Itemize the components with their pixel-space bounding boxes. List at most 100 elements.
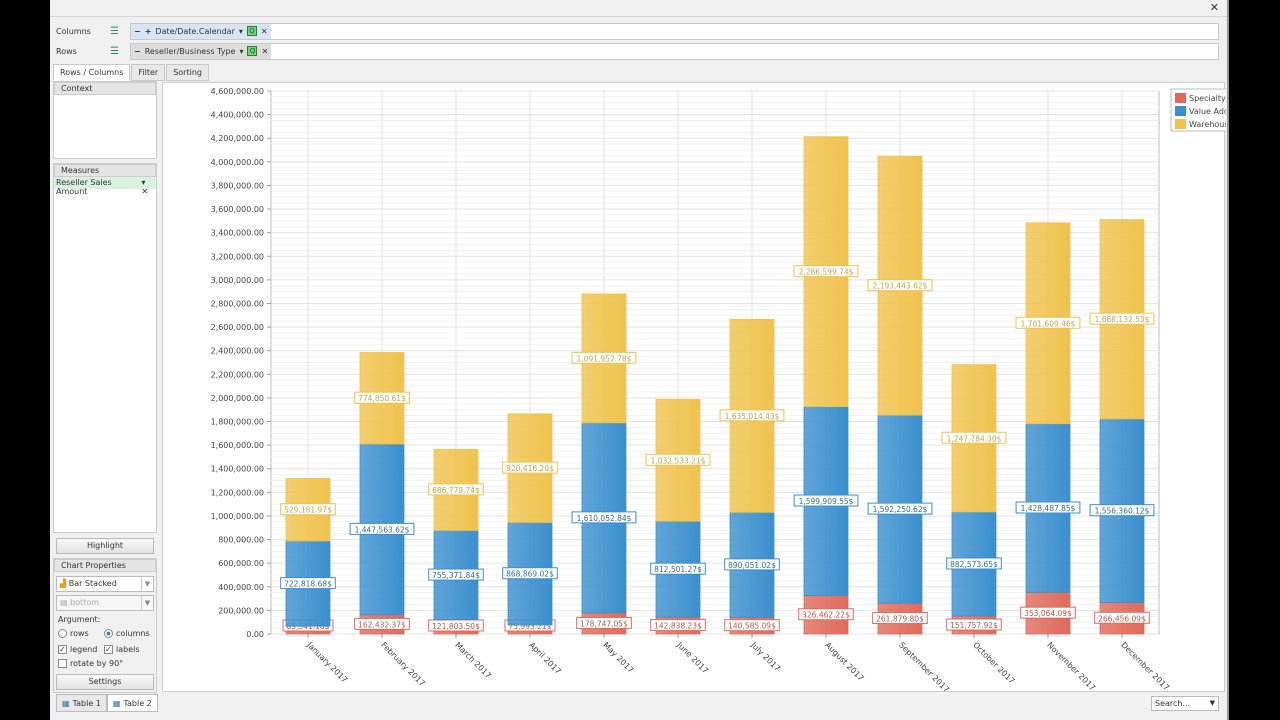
x-tick-label: November 2017 [1045, 640, 1097, 692]
data-label-box [650, 562, 706, 575]
stacked-bar-chart: 0.00 200,000.00 400,000.00 600,000.00 800,00… [211, 87, 1275, 694]
bottom-tabs: ▦ Table 1 ▦ Table 2 [56, 694, 158, 712]
legend-swatch [1175, 93, 1186, 103]
chart-properties-header: Chart Properties [54, 559, 156, 572]
checkmark-icon[interactable]: ✓ [58, 645, 67, 654]
labels-checkbox[interactable]: ✓ labels [104, 645, 140, 654]
data-label-box [724, 619, 780, 632]
collapse-icon[interactable]: − [134, 26, 141, 36]
data-label: 178,747.05$ [580, 619, 628, 628]
chevron-down-icon[interactable]: ▼ [141, 577, 153, 591]
bar-chart-icon: ▟ [60, 579, 67, 588]
tab-filter[interactable]: Filter [131, 64, 166, 81]
title-bar: ✕ [50, 0, 1227, 17]
list-icon[interactable]: ☰ [110, 25, 119, 37]
search-input[interactable]: Search... ▼ [1151, 696, 1219, 711]
filter-icon[interactable]: Q [246, 26, 257, 36]
dropdown-icon[interactable]: ▾ [141, 178, 146, 187]
rows-radio[interactable]: rows [58, 629, 89, 638]
columns-dropzone[interactable]: − + Date/Date.Calendar ▾ Q ✕ [130, 22, 1219, 40]
data-label-box [719, 409, 785, 422]
checkbox-icon[interactable] [58, 659, 67, 668]
chart-area[interactable]: 0.00 200,000.00 400,000.00 600,000.00 800,00… [162, 82, 1275, 694]
expand-icon[interactable]: + [144, 26, 152, 36]
context-panel[interactable]: Context [53, 81, 157, 159]
data-label-box [571, 511, 637, 524]
data-label: 1,447,563.62$ [355, 525, 410, 534]
data-label: 151,757.92$ [950, 621, 998, 630]
table-icon: ▦ [112, 698, 121, 708]
data-label-box [1020, 606, 1076, 619]
y-tick-label: 200,000.00 [218, 606, 264, 615]
collapse-icon[interactable]: − [134, 46, 141, 56]
table-icon: ▦ [62, 698, 70, 708]
chevron-down-icon[interactable]: ▼ [141, 596, 153, 610]
checkmark-icon[interactable]: ✓ [104, 645, 113, 654]
data-label-box [724, 558, 780, 571]
measure-label: Reseller Sales Amount [56, 178, 112, 196]
legend-position-select[interactable]: ▤ bottom ▼ [56, 595, 154, 611]
rows-field-chip[interactable]: − Reseller/Business Type ▾ Q ✕ [131, 43, 272, 59]
y-tick-label: 2,400,000.00 [211, 347, 264, 356]
measure-chip[interactable]: Reseller Sales Amount ▾ ✕ [54, 177, 156, 196]
columns-row: Columns ☰ − + Date/Date.Calendar ▾ Q ✕ [52, 22, 1219, 40]
data-label: 755,371.84$ [432, 571, 480, 580]
data-label-box [946, 618, 1002, 631]
data-label: 868,869.02$ [506, 570, 554, 579]
rotate-checkbox[interactable]: rotate by 90° [58, 659, 123, 668]
rotate-checkbox-label: rotate by 90° [70, 659, 124, 668]
x-tick-label: August 2017 [823, 640, 865, 682]
data-label-box [1089, 312, 1155, 325]
columns-field-chip[interactable]: − + Date/Date.Calendar ▾ Q ✕ [131, 23, 271, 39]
x-tick-label: July 2017 [748, 640, 781, 673]
y-tick-label: 3,000,000.00 [211, 276, 264, 285]
tab-table-1[interactable]: ▦ Table 1 [56, 694, 107, 712]
legend: Specialty Bike Shop Value Added Reseller W… [1170, 88, 1274, 132]
data-label: 326,462.22$ [802, 611, 850, 620]
data-label-box [1089, 504, 1155, 517]
tab-bar: Rows / Columns Filter Sorting [53, 64, 210, 81]
list-icon[interactable]: ☰ [110, 45, 119, 57]
data-label: 686,779.74$ [432, 486, 480, 495]
radio-icon[interactable] [58, 629, 67, 638]
columns-field-label: Date/Date.Calendar [155, 26, 235, 36]
data-label: 1,610,052.84$ [577, 514, 632, 523]
columns-radio[interactable]: columns [104, 629, 150, 638]
y-tick-label: 3,800,000.00 [211, 181, 264, 190]
labels-checkbox-label: labels [116, 645, 140, 654]
highlight-button[interactable]: Highlight [56, 538, 154, 554]
remove-icon[interactable]: ✕ [260, 26, 268, 36]
dropdown-icon[interactable]: ▾ [239, 46, 244, 56]
data-label: 774,850.61$ [358, 394, 406, 403]
chart-type-select[interactable]: ▟ Bar Stacked ▼ [56, 576, 154, 592]
legend-swatch [1175, 106, 1186, 116]
data-label: 1,688,132.53$ [1095, 315, 1150, 324]
tab-sorting[interactable]: Sorting [166, 64, 209, 81]
data-label-box [941, 431, 1007, 444]
chevron-down-icon[interactable]: ▼ [1209, 699, 1215, 707]
data-label: 1,635,014.43$ [725, 412, 780, 421]
data-label-box [1015, 501, 1081, 514]
argument-label: Argument: [58, 615, 101, 624]
x-tick-label: October 2017 [971, 640, 1016, 685]
x-tick-label: September 2017 [897, 640, 951, 693]
x-tick-label: June 2017 [674, 640, 710, 676]
remove-icon[interactable]: ✕ [261, 46, 269, 56]
radio-icon[interactable] [104, 629, 113, 638]
rows-dropzone[interactable]: − Reseller/Business Type ▾ Q ✕ [130, 42, 1219, 60]
chart-type-value: Bar Stacked [68, 579, 117, 588]
remove-icon[interactable]: ✕ [141, 187, 149, 196]
dropdown-icon[interactable]: ▾ [238, 26, 243, 36]
data-label: 266,456.09$ [1098, 614, 1146, 623]
data-label-box [645, 453, 711, 466]
tab-rows-columns[interactable]: Rows / Columns [53, 64, 131, 81]
data-label-box [428, 483, 484, 496]
settings-button[interactable]: Settings [56, 674, 154, 690]
legend-checkbox[interactable]: ✓ legend [58, 645, 97, 654]
rows-row: Rows ☰ − Reseller/Business Type ▾ Q ✕ [52, 42, 1219, 60]
measures-header: Measures [54, 164, 156, 177]
tab-table-2[interactable]: ▦ Table 2 [106, 694, 158, 712]
close-icon[interactable]: ✕ [1209, 1, 1219, 14]
measures-panel[interactable]: Measures Reseller Sales Amount ▾ ✕ [53, 163, 157, 533]
filter-icon[interactable]: Q [247, 46, 258, 56]
